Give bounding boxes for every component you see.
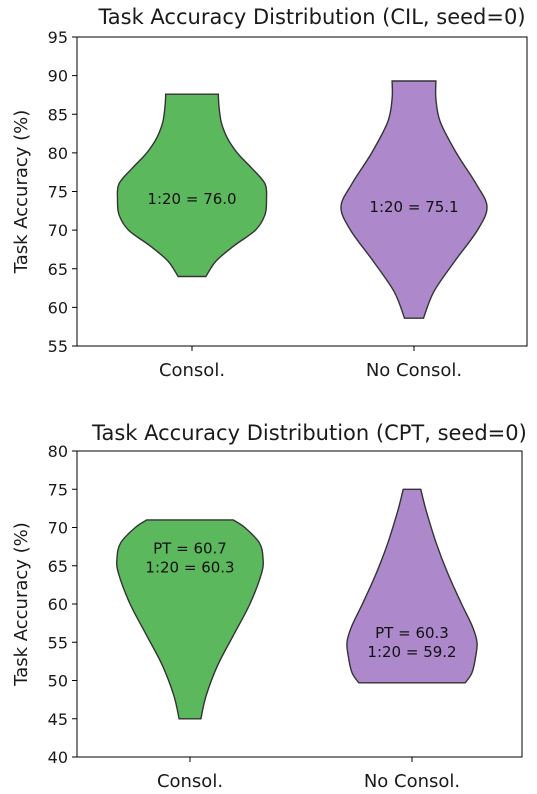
y-tick-label: 60 [48,595,68,614]
y-tick-label: 80 [48,442,68,461]
y-tick-label: 40 [48,748,68,767]
y-axis-label: Task Accuracy (%) [11,110,32,275]
violin-no-consol [340,80,488,319]
violin-consol [116,519,264,720]
y-tick-label: 70 [48,221,68,240]
violin-no-consol [346,488,478,684]
y-tick-label: 75 [48,480,68,499]
y-tick-label: 55 [48,337,68,356]
y-tick-label: 65 [48,557,68,576]
chart-title: Task Accuracy Distribution (CPT, seed=0) [91,421,527,445]
violin-annotation: 1:20 = 59.2 [367,643,456,661]
y-tick-label: 50 [48,672,68,691]
violin-annotation: 1:20 = 76.0 [147,190,236,208]
y-tick-label: 95 [48,28,68,47]
y-tick-label: 55 [48,633,68,652]
violin-consol [116,93,268,278]
x-category-label: No Consol. [364,771,460,792]
x-category-label: Consol. [157,771,223,792]
y-tick-label: 60 [48,298,68,317]
y-tick-label: 85 [48,105,68,124]
violin-annotation: 1:20 = 60.3 [145,559,234,577]
y-tick-label: 70 [48,519,68,538]
violin-annotation: 1:20 = 75.1 [369,198,458,216]
y-tick-label: 90 [48,67,68,86]
y-tick-label: 75 [48,183,68,202]
chart-title: Task Accuracy Distribution (CIL, seed=0) [97,5,525,29]
x-category-label: Consol. [159,360,225,381]
chart-panel-1: 1:20 = 76.0 1:20 = 75.1 55 60 65 70 75 80 85 90 95… [11,5,528,381]
violin-annotation: PT = 60.3 [375,624,449,642]
y-tick-label: 80 [48,144,68,163]
x-category-label: No Consol. [366,360,462,381]
y-axis-label: Task Accuracy (%) [11,522,32,687]
chart-panel-2: PT = 60.71:20 = 60.3 PT = 60.31:20 = 59.2… [11,421,527,792]
y-tick-label: 45 [48,710,68,729]
y-tick-label: 65 [48,260,68,279]
violin-annotation: PT = 60.7 [153,540,227,558]
